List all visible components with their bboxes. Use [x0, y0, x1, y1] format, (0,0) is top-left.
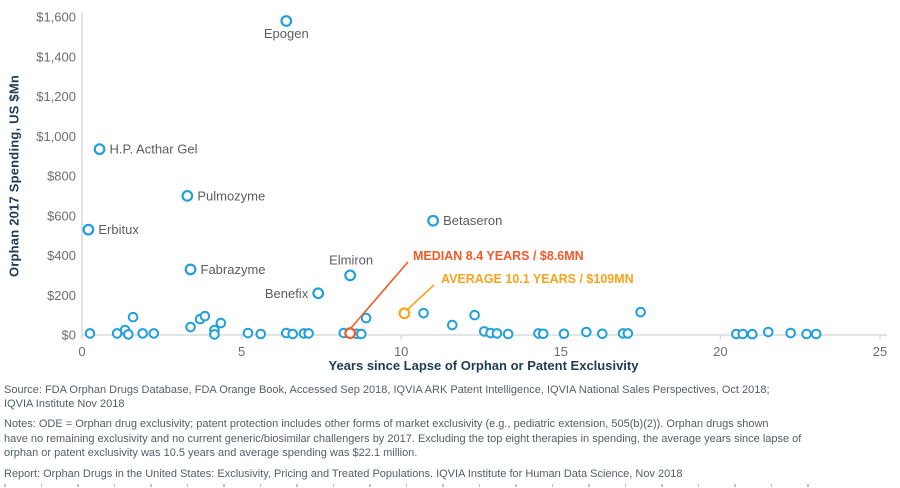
y-tick-label: $0 [62, 328, 76, 343]
data-point [469, 309, 480, 321]
data-point [801, 328, 812, 340]
data-point-label: Erbitux [98, 222, 139, 237]
median-point [344, 327, 357, 340]
y-tick-label: $400 [47, 248, 76, 263]
data-point [810, 328, 822, 340]
data-point [209, 329, 220, 340]
median-annotation: MEDIAN 8.4 YEARS / $8.6MN [413, 249, 584, 263]
notes-line-2: have no remaining exclusivity and no cur… [4, 432, 802, 445]
data-point [502, 328, 514, 340]
data-point [127, 311, 139, 323]
data-point [537, 328, 549, 340]
data-point [581, 326, 592, 338]
x-tick-label: 10 [394, 344, 408, 359]
x-tick-label: 15 [554, 344, 568, 359]
data-point [785, 327, 796, 339]
data-point [762, 326, 774, 338]
x-tick-label: 5 [238, 344, 245, 359]
data-point [356, 328, 367, 340]
y-tick-label: $1,400 [36, 49, 76, 64]
data-point-pulmozyme [181, 189, 194, 202]
data-point [622, 328, 634, 339]
data-point [303, 328, 314, 339]
data-point [84, 328, 96, 339]
data-point [747, 328, 758, 340]
data-point-label: Elmiron [329, 252, 373, 267]
data-point [446, 319, 458, 331]
x-tick-label: 25 [873, 344, 887, 359]
data-point [360, 312, 372, 324]
data-point-fabrazyme [184, 263, 197, 276]
source-block: Source: FDA Orphan Drugs Database, FDA O… [4, 383, 896, 411]
y-tick-label: $600 [47, 208, 76, 223]
data-point-label: H.P. Acthar Gel [110, 142, 198, 157]
x-tick-label: 20 [713, 344, 727, 359]
data-point [185, 321, 196, 333]
median-leader-line [350, 261, 409, 329]
data-point-h-p-acthar-gel [93, 143, 106, 156]
y-tick-label: $200 [47, 288, 76, 303]
clipped-text-remnant [4, 484, 834, 487]
scatter-chart: 0 5 10 15 20 25 $0 $200 $400 $600 $800 $1,000 $1,200… [36, 10, 887, 360]
data-point [596, 328, 608, 340]
data-point [255, 328, 267, 340]
data-point-elmiron [344, 269, 357, 282]
y-tick-label: $800 [47, 169, 76, 184]
data-point [242, 327, 254, 339]
data-point-label: Benefix [265, 286, 309, 301]
notes-line-1: Notes: ODE = Orphan drug exclusivity; pa… [4, 418, 769, 431]
data-point [635, 306, 646, 318]
data-point [491, 328, 503, 339]
notes-line-3: orphan or patent exclusivity was 10.5 ye… [4, 446, 418, 459]
average-annotation: AVERAGE 10.1 YEARS / $109MN [441, 272, 634, 286]
x-tick-label: 0 [78, 344, 85, 359]
report-line: Report: Orphan Drugs in the United State… [4, 468, 683, 481]
data-point-label: Fabrazyme [201, 262, 266, 277]
notes-block: Notes: ODE = Orphan drug exclusivity; pa… [4, 417, 896, 460]
data-point-erbitux [82, 223, 95, 236]
source-line-2: IQVIA Institute Nov 2018 [4, 398, 125, 411]
data-point-epogen [280, 15, 293, 27]
y-axis-title: Orphan 2017 Spending, US $Mn [6, 74, 22, 278]
average-point [398, 307, 411, 320]
data-point [148, 328, 160, 339]
data-point [215, 317, 227, 329]
y-tick-label: $1,000 [36, 129, 76, 144]
data-point-betaseron [427, 214, 440, 227]
data-point [737, 328, 749, 340]
data-point-benefix [312, 287, 325, 300]
data-point-label: Betaseron [443, 213, 502, 228]
data-point [418, 307, 429, 319]
chart-footnotes: Source: FDA Orphan Drugs Database, FDA O… [4, 383, 896, 481]
average-leader-line [407, 284, 435, 310]
data-point-label: Pulmozyme [197, 188, 265, 203]
data-point [287, 328, 298, 340]
y-tick-label: $1,600 [36, 10, 76, 25]
y-tick-label: $1,200 [36, 89, 76, 104]
data-point-label: Epogen [264, 26, 309, 41]
source-line-1: Source: FDA Orphan Drugs Database, FDA O… [4, 384, 770, 396]
data-point [137, 328, 148, 339]
data-point [558, 328, 570, 340]
data-point [122, 329, 134, 340]
data-point [199, 310, 211, 322]
x-axis-title: Years since Lapse of Orphan or Patent Ex… [328, 358, 639, 373]
